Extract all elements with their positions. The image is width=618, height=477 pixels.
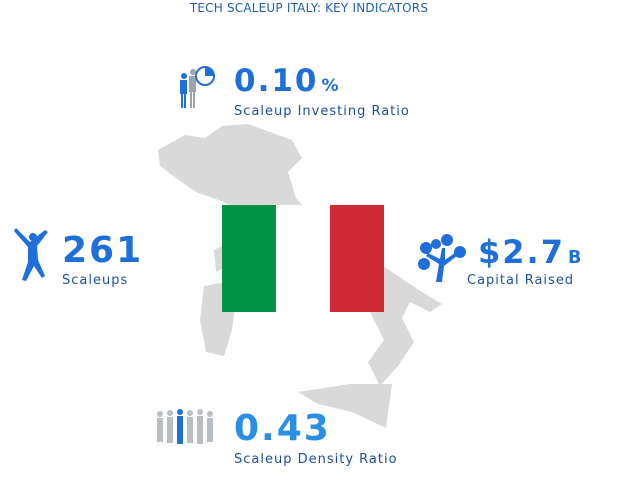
indicator-label: Scaleup Investing Ratio bbox=[234, 104, 410, 119]
value: 0.10 bbox=[234, 63, 319, 99]
indicator-label: Scaleup Density Ratio bbox=[234, 452, 398, 467]
value: $2.7 bbox=[478, 233, 565, 271]
people-icon bbox=[157, 409, 213, 444]
italy-flag bbox=[222, 205, 384, 312]
indicator-value: 261 bbox=[62, 233, 143, 269]
indicator-value: $2.7 B bbox=[478, 236, 581, 268]
unit: % bbox=[321, 76, 339, 96]
money-tree-icon bbox=[418, 234, 466, 282]
title: TECH SCALEUP ITALY: KEY INDICATORS bbox=[189, 1, 429, 15]
indicator-value: 0.43 bbox=[234, 411, 331, 447]
value: 0.43 bbox=[234, 408, 331, 449]
investing-icon bbox=[180, 66, 215, 108]
value: 261 bbox=[62, 230, 144, 271]
indicator-value: 0.10% bbox=[234, 66, 339, 97]
indicator-label: Scaleups bbox=[62, 273, 129, 288]
indicator-label: Capital Raised bbox=[467, 273, 575, 288]
jump-icon bbox=[14, 228, 48, 281]
unit: B bbox=[567, 248, 582, 268]
